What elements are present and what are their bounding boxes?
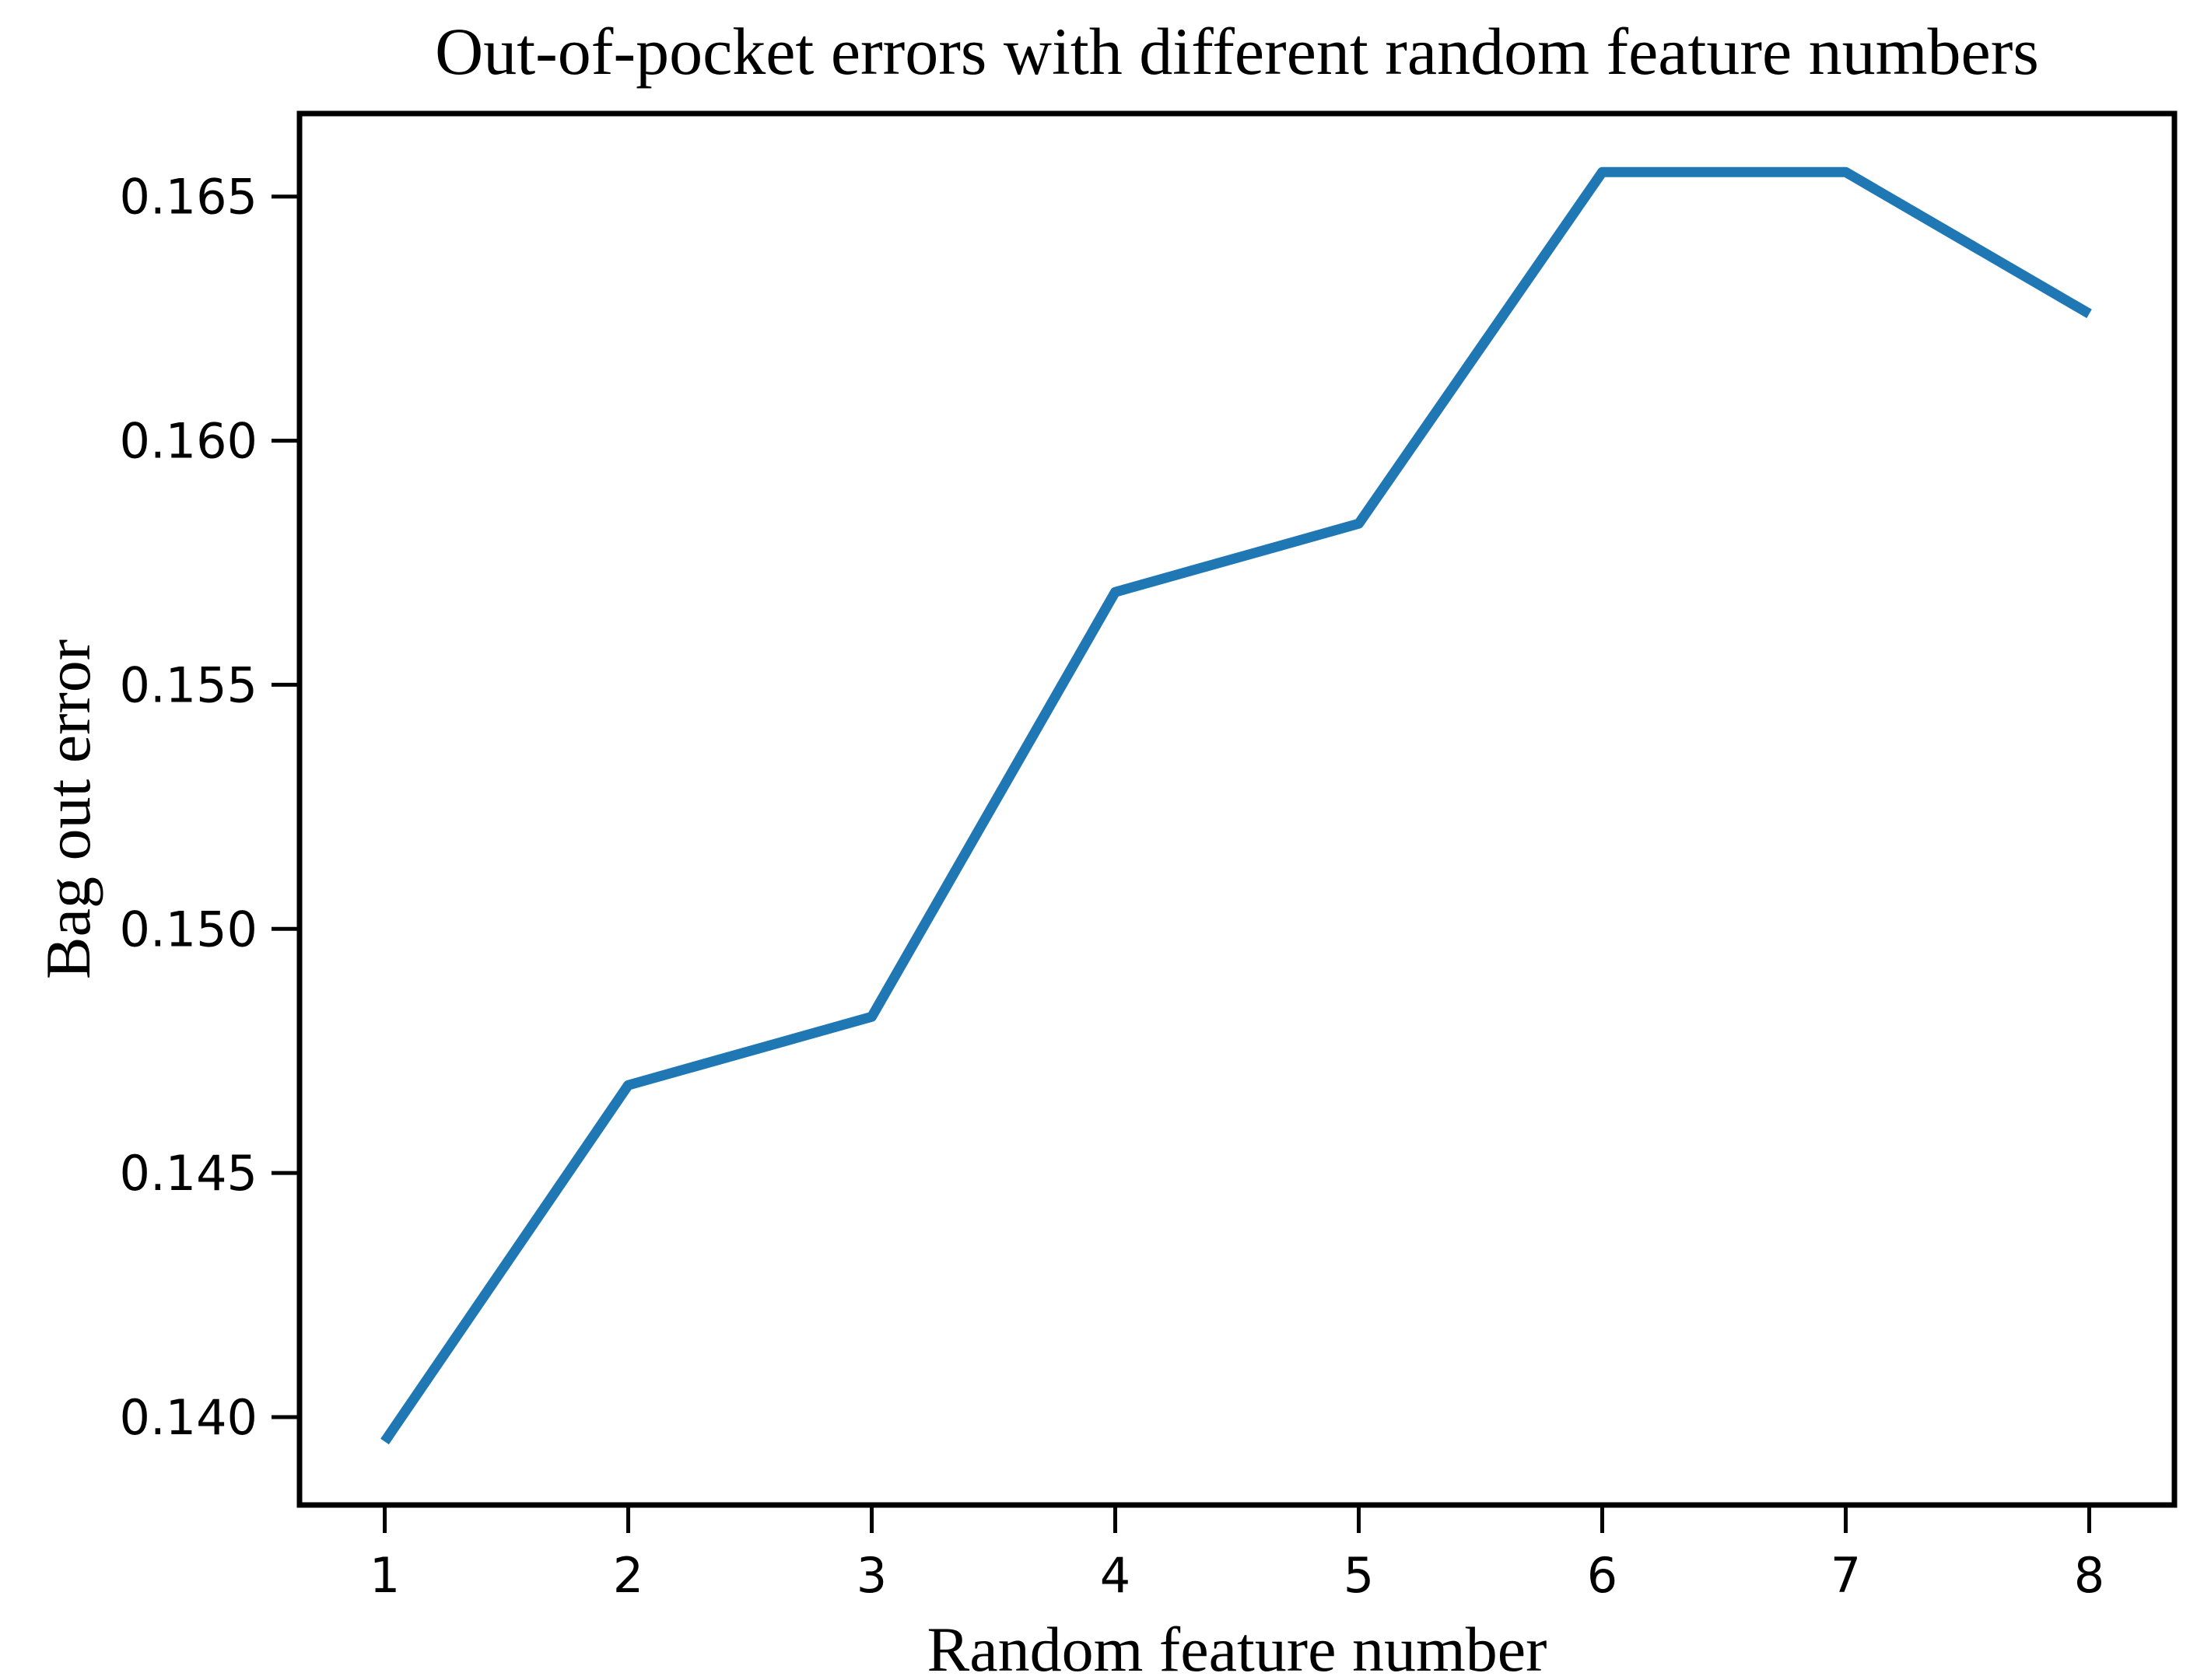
x-tick-label: 8 — [2074, 1547, 2104, 1604]
y-tick-label: 0.140 — [120, 1389, 258, 1446]
x-tick-label: 5 — [1344, 1547, 1374, 1604]
plot-area — [300, 114, 2174, 1505]
x-tick-label: 2 — [613, 1547, 643, 1604]
chart-title: Out-of-pocket errors with different rand… — [435, 14, 2039, 89]
x-axis-label: Random feature number — [927, 1614, 1547, 1680]
y-axis-label: Bag out error — [33, 639, 103, 979]
x-tick-label: 6 — [1587, 1547, 1617, 1604]
y-tick-label: 0.160 — [120, 413, 258, 470]
x-axis-ticks: 1 2 3 4 5 6 7 8 — [370, 1505, 2104, 1604]
y-axis-ticks: 0.140 0.145 0.150 0.155 0.160 0.165 — [120, 169, 300, 1446]
data-line — [380, 166, 2092, 1445]
y-tick-label: 0.150 — [120, 901, 258, 957]
y-tick-label: 0.145 — [120, 1145, 258, 1202]
y-tick-label: 0.165 — [120, 169, 258, 226]
x-tick-label: 1 — [370, 1547, 400, 1604]
x-tick-label: 7 — [1831, 1547, 1861, 1604]
axes-border — [296, 110, 2178, 1508]
x-tick-label: 4 — [1100, 1547, 1130, 1604]
x-tick-label: 3 — [857, 1547, 887, 1604]
y-tick-label: 0.155 — [120, 656, 258, 713]
